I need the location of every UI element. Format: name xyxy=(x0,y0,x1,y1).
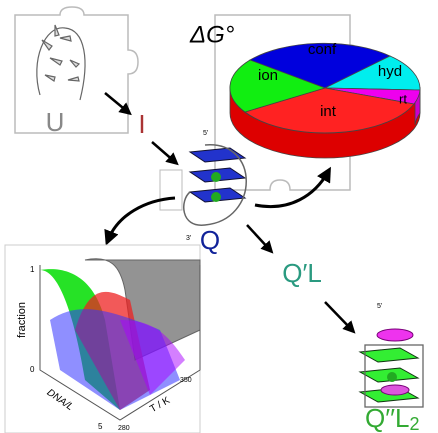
state-q: Q xyxy=(200,225,220,255)
frame xyxy=(364,344,424,408)
arrow xyxy=(151,141,179,166)
pie-slice xyxy=(229,59,327,113)
loop xyxy=(183,144,247,226)
puzzle-tab xyxy=(159,169,183,211)
ligand-quadruplex-icon: 5' xyxy=(358,303,424,408)
arrow xyxy=(104,196,176,246)
state-subscript: 2 xyxy=(409,414,419,433)
puzzle-piece-left xyxy=(14,6,139,134)
ion xyxy=(211,192,221,202)
pie-slice xyxy=(324,55,421,91)
tick-label: 0 xyxy=(30,365,35,374)
strand-end: 3' xyxy=(186,235,191,242)
state-ql: Q′L xyxy=(282,258,322,288)
arrow xyxy=(246,224,274,254)
slice-label: hyd xyxy=(378,63,402,80)
ligand xyxy=(380,384,410,396)
surface-plot: 1 0 fraction DNA/L 5 T / K 350 280 xyxy=(4,244,201,433)
tick-label: 280 xyxy=(118,425,130,432)
slice-label: int xyxy=(320,103,337,120)
state-label: Q′′L xyxy=(365,403,409,433)
slice-label: rt xyxy=(399,91,407,106)
slice-label: ion xyxy=(258,67,278,84)
state-u: U xyxy=(46,107,65,137)
surface xyxy=(120,320,185,395)
pie-slice xyxy=(244,87,415,134)
strand-end: 5' xyxy=(377,303,382,310)
tick-label: 1 xyxy=(30,265,35,274)
energy-pie xyxy=(229,42,421,159)
y-label: fraction xyxy=(16,302,28,338)
arrow xyxy=(324,301,356,334)
energy-title: ΔG° xyxy=(189,21,235,48)
pie-slice xyxy=(249,42,391,89)
slice-label: conf xyxy=(308,41,337,58)
tick-label: 5 xyxy=(98,422,103,431)
arrow xyxy=(104,92,132,116)
ion xyxy=(211,172,221,182)
ligand xyxy=(376,328,414,342)
tick-label: 350 xyxy=(180,377,192,384)
unfolded-strand xyxy=(36,24,86,101)
strand-end: 5' xyxy=(203,130,208,137)
axes-box xyxy=(39,265,201,421)
state-i: I xyxy=(138,109,145,139)
state-ql2: Q′′L2 xyxy=(365,403,419,433)
arrow xyxy=(254,166,331,208)
ion xyxy=(387,372,397,382)
